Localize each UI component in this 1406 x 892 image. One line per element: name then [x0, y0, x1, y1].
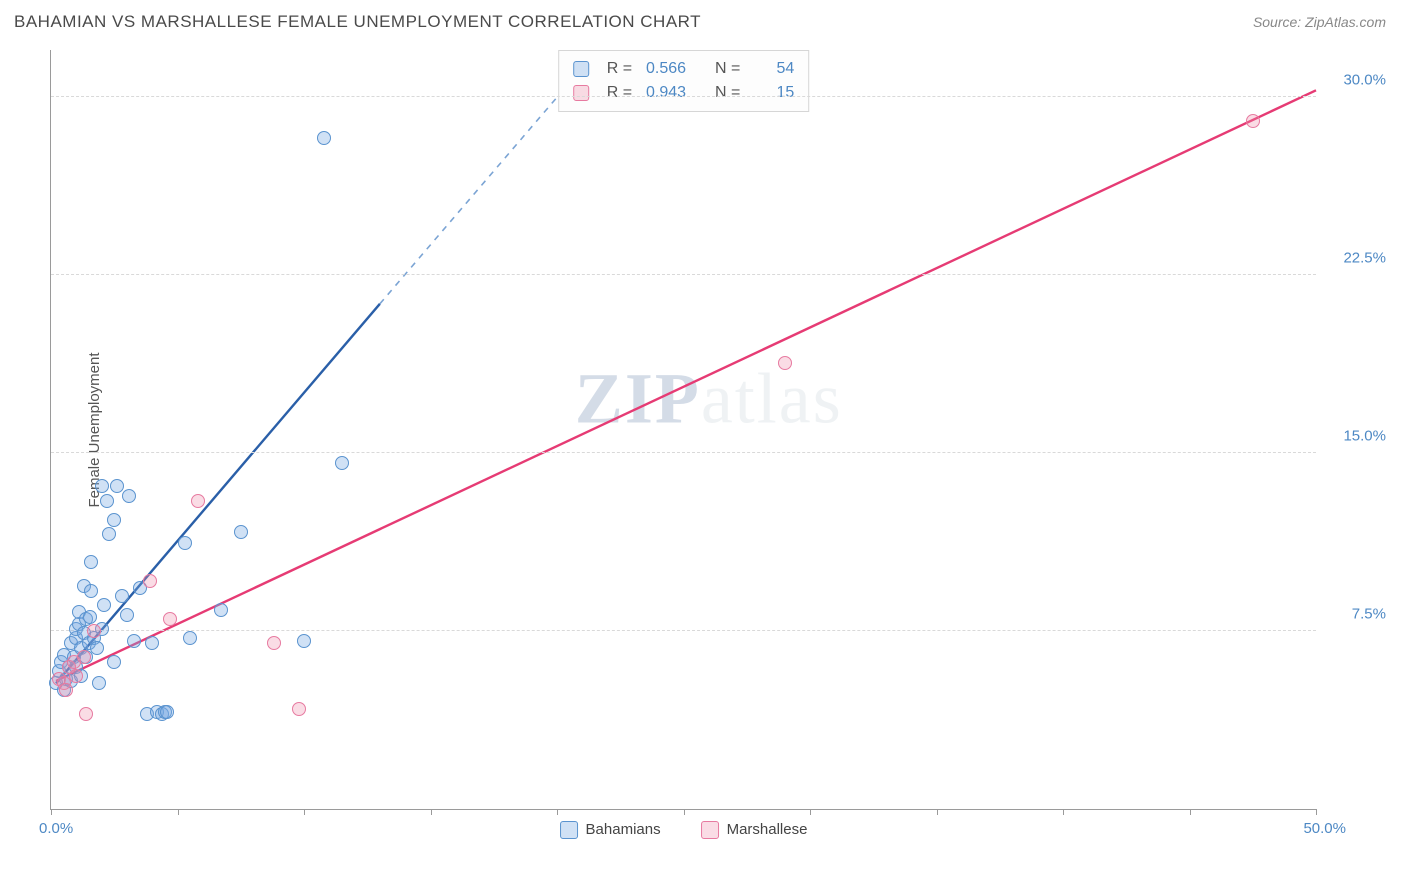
data-point-bahamians	[92, 676, 106, 690]
legend: Bahamians Marshallese	[560, 821, 808, 839]
x-tick	[431, 809, 432, 815]
data-point-marshallese	[778, 356, 792, 370]
data-point-bahamians	[297, 634, 311, 648]
stat-n-value-series1: 54	[750, 57, 794, 81]
legend-swatch-series2	[701, 821, 719, 839]
stat-n-value-series2: 15	[750, 81, 794, 105]
data-point-bahamians	[145, 636, 159, 650]
x-axis-label-min: 0.0%	[39, 820, 73, 837]
data-point-bahamians	[127, 634, 141, 648]
y-tick-label: 22.5%	[1343, 250, 1386, 267]
data-point-bahamians	[110, 479, 124, 493]
stats-row-series1: R = 0.566 N = 54	[573, 57, 795, 81]
x-tick	[1190, 809, 1191, 815]
data-point-bahamians	[107, 655, 121, 669]
x-tick	[304, 809, 305, 815]
legend-item-series2: Marshallese	[701, 821, 808, 839]
data-point-bahamians	[115, 589, 129, 603]
chart-title: BAHAMIAN VS MARSHALLESE FEMALE UNEMPLOYM…	[14, 12, 701, 32]
plot-area: ZIPatlas Female Unemployment 0.0% 50.0% …	[50, 50, 1316, 810]
x-tick	[557, 809, 558, 815]
data-point-marshallese	[59, 683, 73, 697]
y-tick-label: 30.0%	[1343, 72, 1386, 89]
data-point-bahamians	[107, 513, 121, 527]
data-point-bahamians	[160, 705, 174, 719]
stats-row-series2: R = 0.943 N = 15	[573, 81, 795, 105]
data-point-bahamians	[83, 610, 97, 624]
data-point-marshallese	[79, 707, 93, 721]
data-point-marshallese	[1246, 114, 1260, 128]
x-tick	[51, 809, 52, 815]
y-tick-label: 15.0%	[1343, 428, 1386, 445]
stat-r-value-series2: 0.943	[642, 81, 686, 105]
gridline	[51, 96, 1316, 97]
y-tick-label: 7.5%	[1352, 606, 1386, 623]
data-point-bahamians	[95, 479, 109, 493]
data-point-marshallese	[77, 650, 91, 664]
stats-swatch-series1	[573, 61, 589, 77]
trendline	[56, 90, 1316, 681]
stat-r-label: R =	[607, 57, 632, 81]
stats-swatch-series2	[573, 85, 589, 101]
data-point-marshallese	[143, 574, 157, 588]
legend-label-series2: Marshallese	[727, 821, 808, 838]
data-point-bahamians	[84, 555, 98, 569]
legend-swatch-series1	[560, 821, 578, 839]
data-point-marshallese	[267, 636, 281, 650]
data-point-marshallese	[69, 669, 83, 683]
legend-item-series1: Bahamians	[560, 821, 661, 839]
trendlines-layer	[51, 50, 1316, 809]
data-point-bahamians	[100, 494, 114, 508]
data-point-marshallese	[292, 702, 306, 716]
watermark: ZIPatlas	[575, 358, 843, 441]
stats-legend-box: R = 0.566 N = 54 R = 0.943 N = 15	[558, 50, 810, 112]
x-tick	[1063, 809, 1064, 815]
stat-r-value-series1: 0.566	[642, 57, 686, 81]
trendline	[380, 74, 577, 304]
data-point-bahamians	[317, 131, 331, 145]
data-point-bahamians	[90, 641, 104, 655]
x-tick	[810, 809, 811, 815]
x-tick	[1316, 809, 1317, 815]
legend-label-series1: Bahamians	[586, 821, 661, 838]
x-tick	[937, 809, 938, 815]
data-point-bahamians	[120, 608, 134, 622]
stat-r-label: R =	[607, 81, 632, 105]
x-axis-label-max: 50.0%	[1303, 820, 1346, 837]
data-point-bahamians	[178, 536, 192, 550]
data-point-bahamians	[102, 527, 116, 541]
data-point-bahamians	[214, 603, 228, 617]
data-point-bahamians	[122, 489, 136, 503]
stat-n-label: N =	[715, 57, 740, 81]
chart-container: ZIPatlas Female Unemployment 0.0% 50.0% …	[0, 40, 1406, 880]
data-point-bahamians	[97, 598, 111, 612]
data-point-bahamians	[84, 584, 98, 598]
gridline	[51, 274, 1316, 275]
gridline	[51, 452, 1316, 453]
data-point-bahamians	[335, 456, 349, 470]
data-point-bahamians	[234, 525, 248, 539]
data-point-marshallese	[191, 494, 205, 508]
x-tick	[178, 809, 179, 815]
data-point-marshallese	[163, 612, 177, 626]
stat-n-label: N =	[715, 81, 740, 105]
source-attribution: Source: ZipAtlas.com	[1253, 14, 1386, 30]
data-point-marshallese	[87, 624, 101, 638]
x-tick	[684, 809, 685, 815]
data-point-bahamians	[183, 631, 197, 645]
gridline	[51, 630, 1316, 631]
